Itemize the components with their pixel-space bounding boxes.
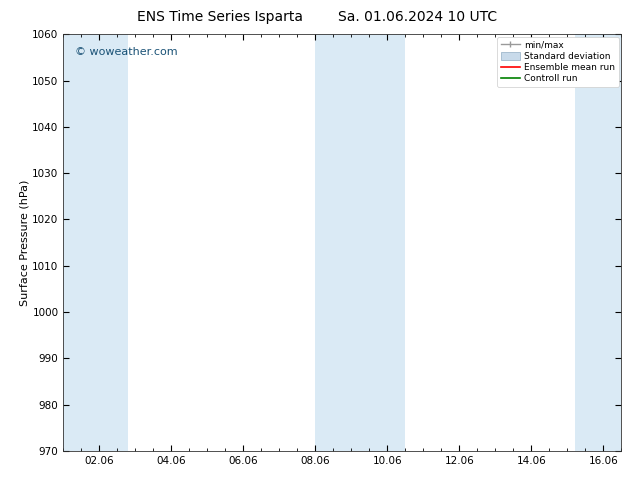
Y-axis label: Surface Pressure (hPa): Surface Pressure (hPa) — [20, 179, 30, 306]
Bar — [315, 34, 405, 451]
Legend: min/max, Standard deviation, Ensemble mean run, Controll run: min/max, Standard deviation, Ensemble me… — [497, 37, 619, 87]
Text: © woweather.com: © woweather.com — [75, 47, 177, 57]
Bar — [63, 34, 128, 451]
Bar — [574, 34, 621, 451]
Text: ENS Time Series Isparta        Sa. 01.06.2024 10 UTC: ENS Time Series Isparta Sa. 01.06.2024 1… — [137, 10, 497, 24]
